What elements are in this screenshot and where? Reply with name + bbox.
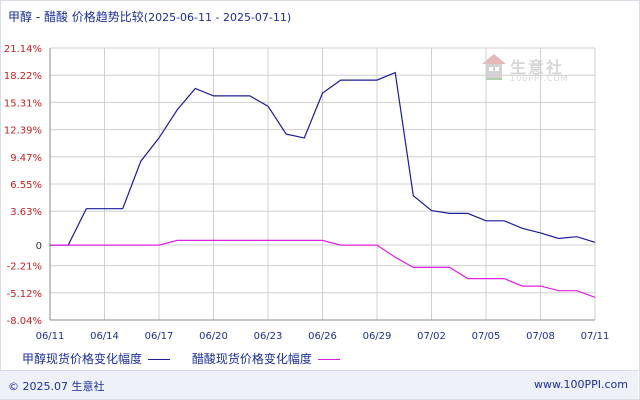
- legend: 甲醇现货价格变化幅度 醋酸现货价格变化幅度: [22, 350, 358, 367]
- y-tick-label: 0: [36, 241, 42, 252]
- house-icon: [482, 54, 506, 80]
- chart-title-date-range: (2025-06-11 - 2025-07-11): [143, 11, 292, 24]
- y-tick-label: 3.63%: [10, 207, 42, 218]
- x-tick-label: 06/29: [363, 331, 392, 342]
- y-tick-label: 6.55%: [10, 180, 42, 191]
- x-tick-label: 06/14: [90, 331, 119, 342]
- watermark-sub: 100PPI.COM: [510, 74, 569, 83]
- x-tick-label: 06/26: [308, 331, 337, 342]
- tick-labels: 21.14% 18.22% 15.31% 12.39% 9.47% 6.55% 3.63% 0…: [4, 44, 610, 342]
- legend-swatch-acetic: [317, 359, 340, 360]
- chart-title: 甲醇 - 醋酸 价格趋势比较(2025-06-11 - 2025-07-11): [8, 8, 291, 25]
- axes: [49, 48, 595, 321]
- y-tick-label: -8.04%: [7, 316, 42, 327]
- series-line-acetic: [50, 239, 596, 298]
- chart-title-main: 甲醇 - 醋酸 价格趋势比较: [8, 10, 144, 24]
- legend-swatch-methanol: [148, 359, 171, 360]
- y-tick-label: -5.12%: [7, 289, 42, 300]
- x-tick-label: 06/11: [36, 331, 65, 342]
- y-tick-label: 18.22%: [4, 71, 42, 82]
- site-link[interactable]: www.100PPI.com: [534, 378, 628, 391]
- x-tick-label: 07/11: [581, 331, 610, 342]
- legend-label-methanol: 甲醇现货价格变化幅度: [22, 352, 143, 366]
- x-tick-label: 07/08: [526, 331, 555, 342]
- y-tick-label: -2.21%: [7, 262, 42, 273]
- legend-label-acetic: 醋酸现货价格变化幅度: [191, 352, 312, 366]
- y-tick-label: 9.47%: [10, 153, 42, 164]
- watermark-logo: 生意社 100PPI.COM: [480, 52, 580, 88]
- x-tick-label: 07/02: [417, 331, 446, 342]
- footer: © 2025.07 生意社 www.100PPI.com: [0, 370, 638, 399]
- x-tick-label: 06/20: [199, 331, 228, 342]
- x-tick-label: 06/17: [145, 331, 174, 342]
- series-line-methanol: [50, 71, 596, 246]
- legend-item-acetic: 醋酸现货价格变化幅度: [192, 350, 340, 367]
- series-lines: [50, 71, 596, 298]
- x-tick-label: 07/05: [472, 331, 501, 342]
- copyright-text: © 2025.07 生意社: [8, 380, 105, 393]
- y-tick-label: 12.39%: [4, 126, 42, 137]
- watermark-text: 生意社: [510, 58, 565, 77]
- y-tick-label: 21.14%: [4, 44, 42, 55]
- x-tick-label: 06/23: [254, 331, 283, 342]
- y-tick-label: 15.31%: [4, 98, 42, 109]
- legend-item-methanol: 甲醇现货价格变化幅度: [22, 350, 171, 367]
